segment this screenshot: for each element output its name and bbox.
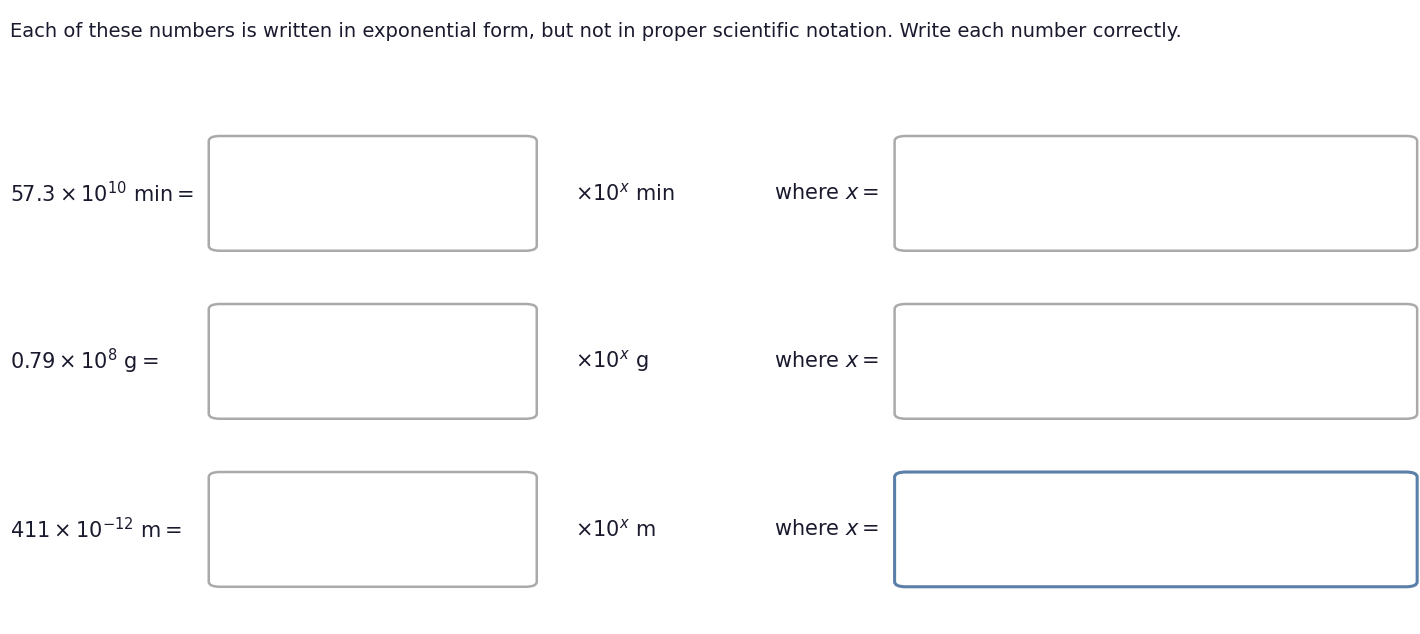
Text: $\mathrm{where\ } x =$: $\mathrm{where\ } x =$ <box>774 183 879 204</box>
FancyBboxPatch shape <box>209 472 537 587</box>
Text: $\times 10^{x} \mathrm{\ g}$: $\times 10^{x} \mathrm{\ g}$ <box>575 348 649 375</box>
Text: Each of these numbers is written in exponential form, but not in proper scientif: Each of these numbers is written in expo… <box>10 22 1181 41</box>
Text: $\times 10^{x} \mathrm{\ m}$: $\times 10^{x} \mathrm{\ m}$ <box>575 519 656 540</box>
FancyBboxPatch shape <box>895 304 1417 419</box>
Text: $411 \times 10^{-12} \mathrm{\ m} =$: $411 \times 10^{-12} \mathrm{\ m} =$ <box>10 517 182 542</box>
FancyBboxPatch shape <box>209 136 537 251</box>
FancyBboxPatch shape <box>209 304 537 419</box>
FancyBboxPatch shape <box>895 472 1417 587</box>
Text: $57.3 \times 10^{10} \mathrm{\ min} =$: $57.3 \times 10^{10} \mathrm{\ min} =$ <box>10 181 195 206</box>
Text: $\times 10^{x} \mathrm{\ min}$: $\times 10^{x} \mathrm{\ min}$ <box>575 183 674 204</box>
Text: $\mathrm{where\ } x =$: $\mathrm{where\ } x =$ <box>774 519 879 540</box>
Text: $\mathrm{where\ } x =$: $\mathrm{where\ } x =$ <box>774 351 879 372</box>
Text: $0.79 \times 10^{8} \mathrm{\ g} =$: $0.79 \times 10^{8} \mathrm{\ g} =$ <box>10 347 159 376</box>
FancyBboxPatch shape <box>895 136 1417 251</box>
